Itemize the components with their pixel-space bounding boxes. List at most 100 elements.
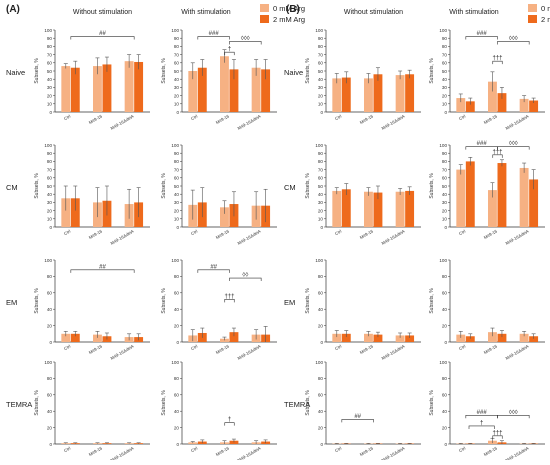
- y-tick-label: 40: [47, 192, 53, 197]
- y-tick-label: 20: [47, 208, 53, 213]
- x-tick-label: Ctrl: [63, 344, 71, 352]
- y-tick-label: 100: [439, 143, 447, 148]
- y-tick-label: 90: [47, 36, 53, 41]
- x-tick-label: Ctrl: [190, 114, 198, 122]
- y-tick-label: 30: [318, 85, 324, 90]
- y-tick-label: 90: [318, 36, 324, 41]
- x-tick-label: M49-16ΔdeiA: [381, 113, 406, 130]
- significance-label: †††: [492, 56, 502, 62]
- y-tick-label: 100: [439, 258, 447, 263]
- significance-label: ##: [354, 414, 361, 420]
- bar: [520, 168, 529, 227]
- y-tick-label: 0: [49, 340, 52, 345]
- significance-label: †††: [224, 294, 234, 300]
- y-tick-label: 60: [442, 176, 448, 181]
- y-tick-label: 80: [47, 274, 53, 279]
- significance-label: †: [228, 417, 231, 423]
- x-tick-label: Ctrl: [334, 114, 342, 122]
- y-axis-label: Subsets, %: [34, 288, 40, 314]
- y-tick-label: 90: [174, 36, 180, 41]
- x-tick-label: Ctrl: [190, 229, 198, 237]
- y-tick-label: 80: [174, 376, 180, 381]
- significance-label: ◊◊◊: [509, 409, 518, 416]
- y-tick-label: 80: [174, 274, 180, 279]
- y-tick-label: 0: [444, 225, 447, 230]
- y-tick-label: 0: [49, 110, 52, 115]
- x-tick-label: M49-16: [88, 445, 104, 457]
- y-tick-label: 40: [442, 77, 448, 82]
- x-tick-label: M49-16ΔdeiA: [110, 113, 135, 130]
- row-label: Naive: [284, 68, 303, 77]
- y-axis-label: Subsets, %: [305, 173, 311, 199]
- y-tick-label: 30: [174, 200, 180, 205]
- y-tick-label: 100: [171, 143, 179, 148]
- y-tick-label: 80: [47, 159, 53, 164]
- x-tick-label: Ctrl: [458, 114, 466, 122]
- y-tick-label: 40: [442, 192, 448, 197]
- y-tick-label: 50: [442, 69, 448, 74]
- y-tick-label: 0: [176, 110, 179, 115]
- y-tick-label: 80: [442, 274, 448, 279]
- y-tick-label: 40: [442, 307, 448, 312]
- y-axis-label: Subsets, %: [429, 288, 435, 314]
- y-tick-label: 0: [320, 225, 323, 230]
- significance-label: †††: [492, 149, 502, 155]
- y-tick-label: 70: [442, 52, 448, 57]
- y-tick-label: 40: [318, 409, 324, 414]
- y-tick-label: 0: [49, 442, 52, 447]
- y-tick-label: 60: [318, 176, 324, 181]
- significance-label: ◊◊◊: [509, 140, 518, 147]
- row-label: EM: [6, 298, 17, 307]
- y-tick-label: 0: [320, 110, 323, 115]
- legend-swatch: [260, 4, 269, 12]
- y-tick-label: 50: [442, 184, 448, 189]
- x-tick-label: M49-16: [88, 113, 104, 125]
- y-tick-label: 80: [442, 159, 448, 164]
- bar: [134, 62, 143, 112]
- y-axis-label: Subsets, %: [161, 173, 167, 199]
- significance-label: ##: [210, 264, 217, 270]
- y-tick-label: 40: [47, 307, 53, 312]
- y-tick-label: 80: [442, 376, 448, 381]
- y-tick-label: 60: [442, 291, 448, 296]
- y-tick-label: 40: [318, 77, 324, 82]
- y-tick-label: 90: [442, 36, 448, 41]
- y-tick-label: 0: [176, 442, 179, 447]
- y-tick-label: 100: [44, 258, 52, 263]
- x-tick-label: M49-16ΔdeiA: [237, 113, 262, 130]
- y-axis-label: Subsets, %: [305, 58, 311, 84]
- y-tick-label: 60: [318, 393, 324, 398]
- y-tick-label: 40: [174, 77, 180, 82]
- y-tick-label: 30: [442, 85, 448, 90]
- x-tick-label: M49-16ΔdeiA: [110, 343, 135, 360]
- y-tick-label: 10: [174, 217, 180, 222]
- x-tick-label: M49-16ΔdeiA: [505, 343, 530, 360]
- legend-swatch: [528, 4, 537, 12]
- x-tick-label: M49-16ΔdeiA: [110, 228, 135, 245]
- y-tick-label: 80: [174, 44, 180, 49]
- y-tick-label: 80: [318, 44, 324, 49]
- bar: [396, 75, 405, 112]
- row-label: CM: [6, 183, 18, 192]
- y-tick-label: 20: [442, 323, 448, 328]
- y-axis-label: Subsets, %: [161, 288, 167, 314]
- x-tick-label: M49-16: [359, 228, 375, 240]
- y-tick-label: 40: [47, 77, 53, 82]
- y-tick-label: 10: [318, 102, 324, 107]
- y-tick-label: 20: [442, 425, 448, 430]
- y-tick-label: 20: [318, 425, 324, 430]
- y-axis-label: Subsets, %: [429, 390, 435, 416]
- y-tick-label: 100: [44, 28, 52, 33]
- y-tick-label: 70: [318, 52, 324, 57]
- y-axis-label: Subsets, %: [429, 58, 435, 84]
- bar: [364, 78, 373, 112]
